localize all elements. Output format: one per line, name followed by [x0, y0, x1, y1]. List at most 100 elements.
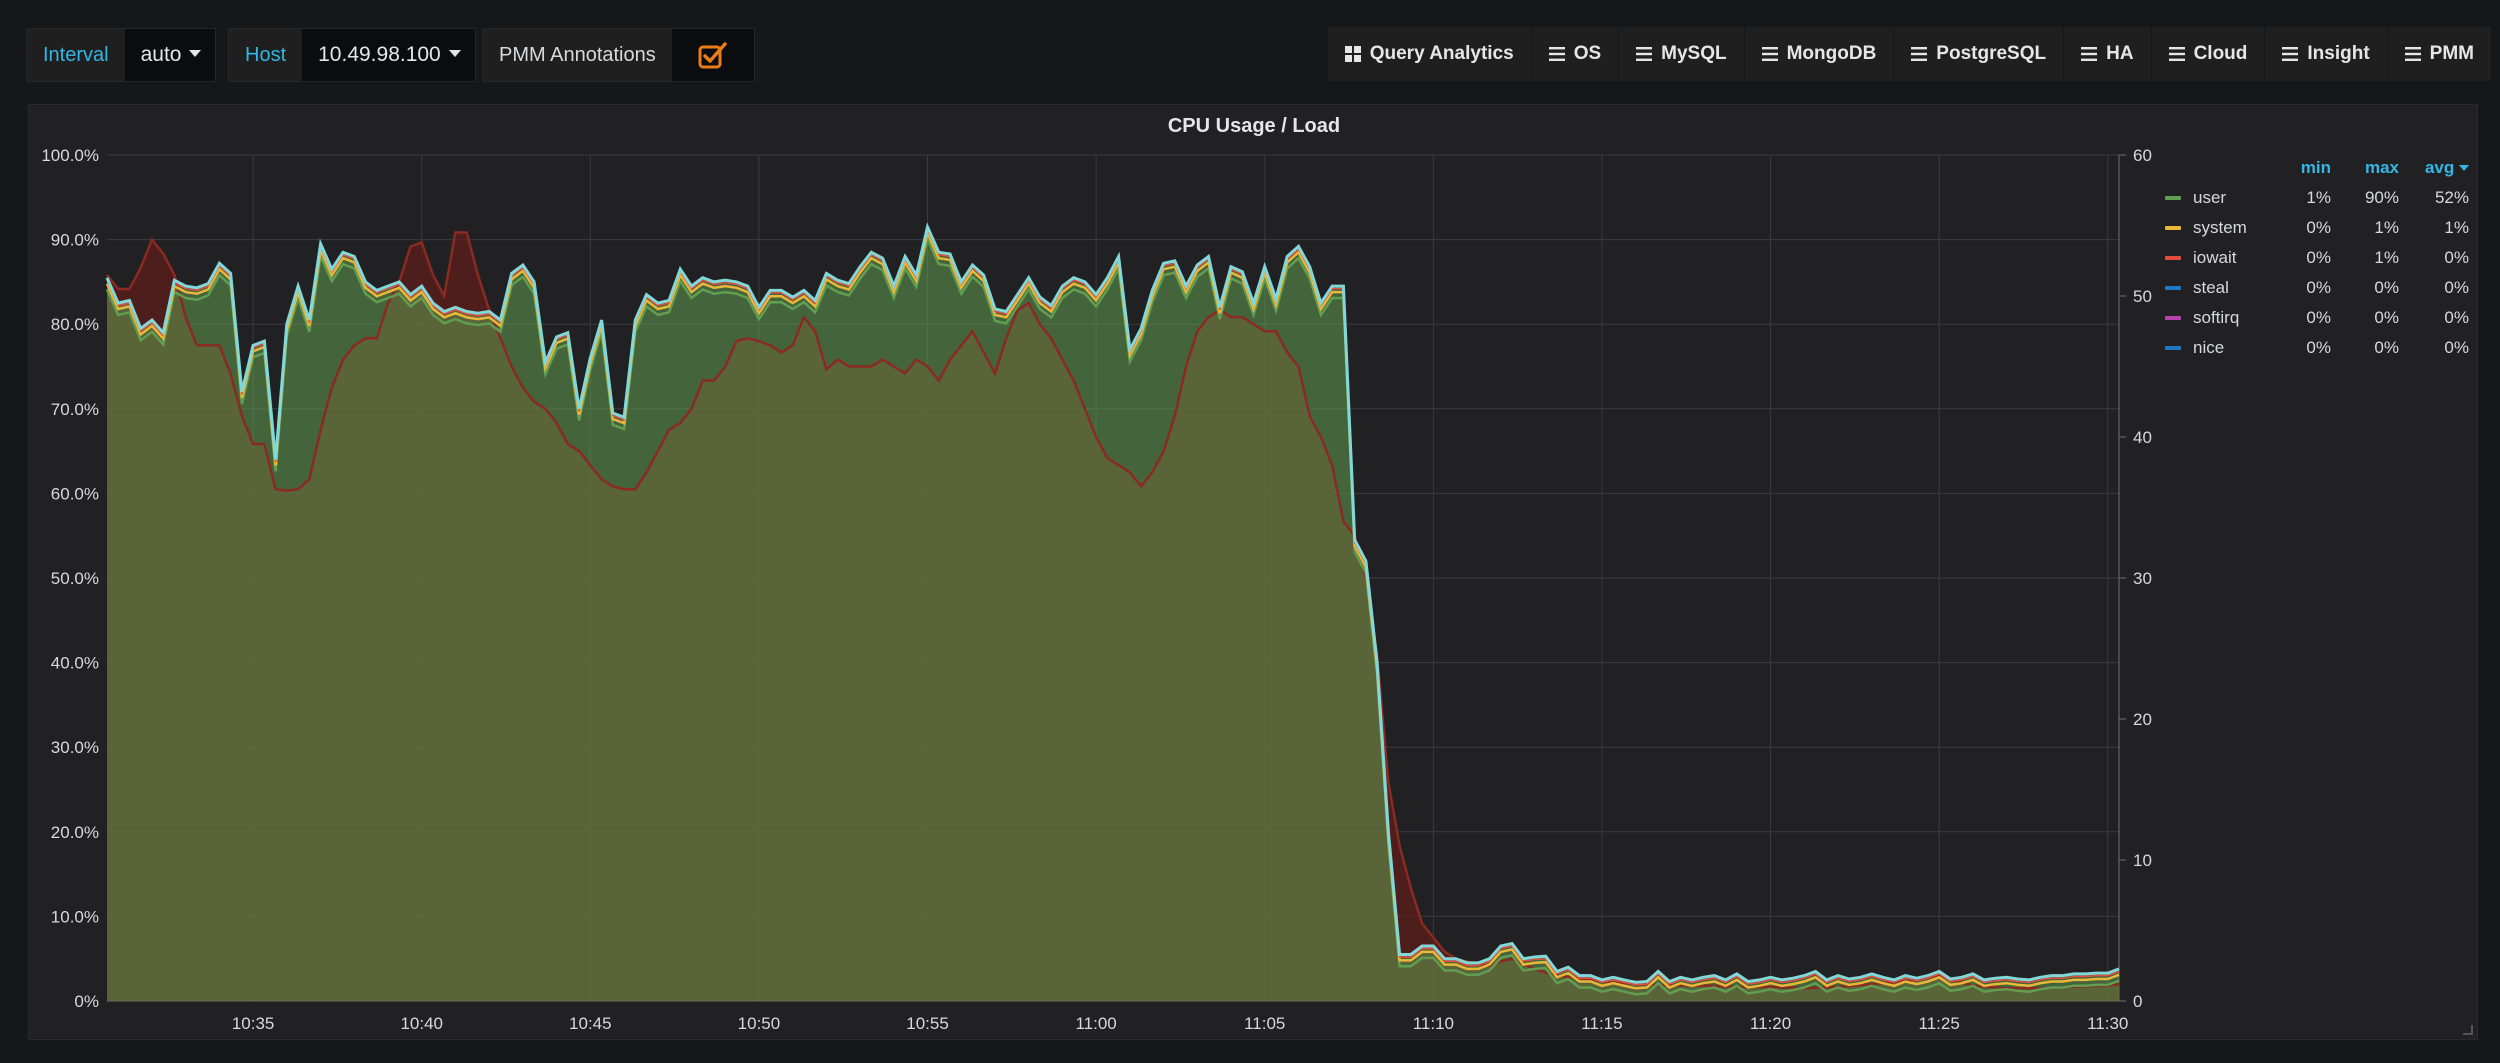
legend-name: softirq: [2193, 308, 2240, 327]
legend-min: 0%: [2306, 218, 2331, 237]
cpu-chart: 0% 10.0% 20.0% 30.0% 40.0% 50.0% 60.0% 70.0% 80.…: [41, 146, 2152, 1033]
nav-link-mysql[interactable]: MySQL: [1619, 27, 1745, 81]
nav-link-insight[interactable]: Insight: [2265, 27, 2388, 81]
y-left-tick-label: 40.0%: [51, 654, 99, 673]
y-right-tick-label: 10: [2133, 851, 2152, 870]
y-left-tick-label: 30.0%: [51, 738, 99, 757]
panel-resize-handle[interactable]: [2463, 1025, 2473, 1035]
nav-link-postgresql[interactable]: PostgreSQL: [1894, 27, 2065, 81]
y-left-tick-label: 80.0%: [51, 315, 99, 334]
legend-avg: 0%: [2444, 338, 2469, 357]
y-left-tick-label: 100.0%: [41, 146, 99, 165]
legend-max: 1%: [2374, 218, 2399, 237]
dashboard-toolbar: Interval auto Host 10.49.98.100 PMM Anno…: [0, 0, 2500, 104]
chart-legend: min max avg user 1% 90% 52% system 0% 1% 1% iowa…: [2159, 153, 2489, 363]
legend-min: 0%: [2306, 248, 2331, 267]
host-dropdown[interactable]: 10.49.98.100: [302, 29, 475, 81]
legend-max-header[interactable]: max: [2364, 158, 2399, 177]
legend-avg: 0%: [2444, 278, 2469, 297]
x-tick-label: 11:05: [1244, 1014, 1285, 1033]
nav-link-label: HA: [2106, 43, 2134, 64]
annotations-label: PMM Annotations: [483, 29, 672, 81]
legend-swatch: [2165, 286, 2181, 290]
legend-item-user[interactable]: user 1% 90% 52%: [2159, 183, 2489, 213]
x-tick-label: 10:40: [400, 1014, 443, 1033]
checkbox-checked-icon: [698, 42, 727, 69]
legend-item-system[interactable]: system 0% 1% 1%: [2159, 213, 2489, 243]
legend-avg: 52%: [2434, 188, 2469, 207]
caret-down-icon: [448, 49, 461, 57]
x-tick-label: 11:15: [1581, 1014, 1622, 1033]
y-right-tick-label: 20: [2133, 710, 2152, 729]
annotations-checkbox[interactable]: [671, 29, 754, 81]
legend-avg-header[interactable]: avg: [2399, 158, 2469, 178]
y-right-tick-label: 0: [2133, 992, 2142, 1011]
interval-value: auto: [140, 43, 182, 66]
legend-swatch: [2165, 316, 2181, 320]
menu-icon: [1636, 47, 1653, 61]
interval-label: Interval: [27, 29, 125, 81]
host-label: Host: [229, 29, 303, 81]
menu-icon: [1761, 47, 1778, 61]
y-left-tick-label: 50.0%: [51, 569, 99, 588]
x-tick-label: 11:10: [1413, 1014, 1454, 1033]
nav-link-label: MySQL: [1661, 43, 1727, 64]
legend-item-iowait[interactable]: iowait 0% 1% 0%: [2159, 243, 2489, 273]
nav-link-pmm[interactable]: PMM: [2387, 27, 2492, 81]
legend-avg-label: avg: [2424, 158, 2455, 177]
legend-min: 0%: [2306, 308, 2331, 327]
x-tick-label: 11:25: [1919, 1014, 1960, 1033]
grid-icon: [1344, 46, 1361, 62]
legend-min-header[interactable]: min: [2300, 158, 2331, 177]
nav-link-ha[interactable]: HA: [2064, 27, 2152, 81]
menu-icon: [2168, 47, 2185, 61]
interval-dropdown[interactable]: auto: [124, 29, 216, 81]
host-variable: Host 10.49.98.100: [228, 28, 476, 82]
y-right-tick-label: 40: [2133, 428, 2152, 447]
legend-name: nice: [2193, 338, 2225, 357]
annotations-toggle-group: PMM Annotations: [482, 28, 755, 82]
menu-icon: [1911, 47, 1928, 61]
legend-item-steal[interactable]: steal 0% 0% 0%: [2159, 273, 2489, 303]
legend-max: 0%: [2374, 338, 2399, 357]
system-line: [105, 228, 2120, 990]
x-tick-label: 11:00: [1075, 1014, 1116, 1033]
legend-item-nice[interactable]: nice 0% 0% 0%: [2159, 333, 2489, 363]
legend-avg: 0%: [2444, 248, 2469, 267]
legend-min: 1%: [2306, 188, 2331, 207]
y-right-tick-label: 60: [2133, 146, 2152, 165]
legend-item-softirq[interactable]: softirq 0% 0% 0%: [2159, 303, 2489, 333]
y-right-tick-label: 30: [2133, 569, 2152, 588]
interval-variable: Interval auto: [26, 28, 217, 82]
legend-swatch: [2165, 346, 2181, 350]
load-line: [106, 231, 2120, 990]
caret-down-icon: [189, 49, 202, 57]
legend-max: 0%: [2374, 278, 2399, 297]
legend-max: 1%: [2374, 248, 2399, 267]
nav-link-label: Cloud: [2193, 43, 2248, 64]
x-tick-label: 10:50: [738, 1014, 781, 1033]
nav-link-os[interactable]: OS: [1531, 27, 1620, 81]
legend-min: 0%: [2306, 278, 2331, 297]
y-left-tick-label: 0%: [74, 992, 99, 1011]
nav-link-label: PostgreSQL: [1936, 43, 2047, 64]
y-left-tick-label: 20.0%: [51, 823, 99, 842]
legend-avg: 0%: [2444, 308, 2469, 327]
legend-max: 90%: [2364, 188, 2399, 207]
legend-swatch: [2165, 196, 2181, 200]
y-left-tick-label: 70.0%: [51, 400, 99, 419]
x-tick-label: 10:35: [232, 1014, 275, 1033]
nav-link-query-analytics[interactable]: Query Analytics: [1327, 27, 1532, 81]
nav-link-label: PMM: [2429, 43, 2474, 64]
legend-swatch: [2165, 256, 2181, 260]
panel-title: CPU Usage / Load: [1167, 115, 1341, 137]
legend-name: user: [2193, 188, 2227, 207]
menu-icon: [1548, 47, 1565, 61]
y-left-tick-label: 60.0%: [51, 484, 99, 503]
legend-name: iowait: [2193, 248, 2237, 267]
nav-link-cloud[interactable]: Cloud: [2151, 27, 2266, 81]
nav-link-mongodb[interactable]: MongoDB: [1744, 27, 1895, 81]
nav-link-label: OS: [1573, 43, 1602, 64]
nav-link-label: Query Analytics: [1369, 43, 1514, 64]
menu-icon: [2404, 47, 2421, 61]
